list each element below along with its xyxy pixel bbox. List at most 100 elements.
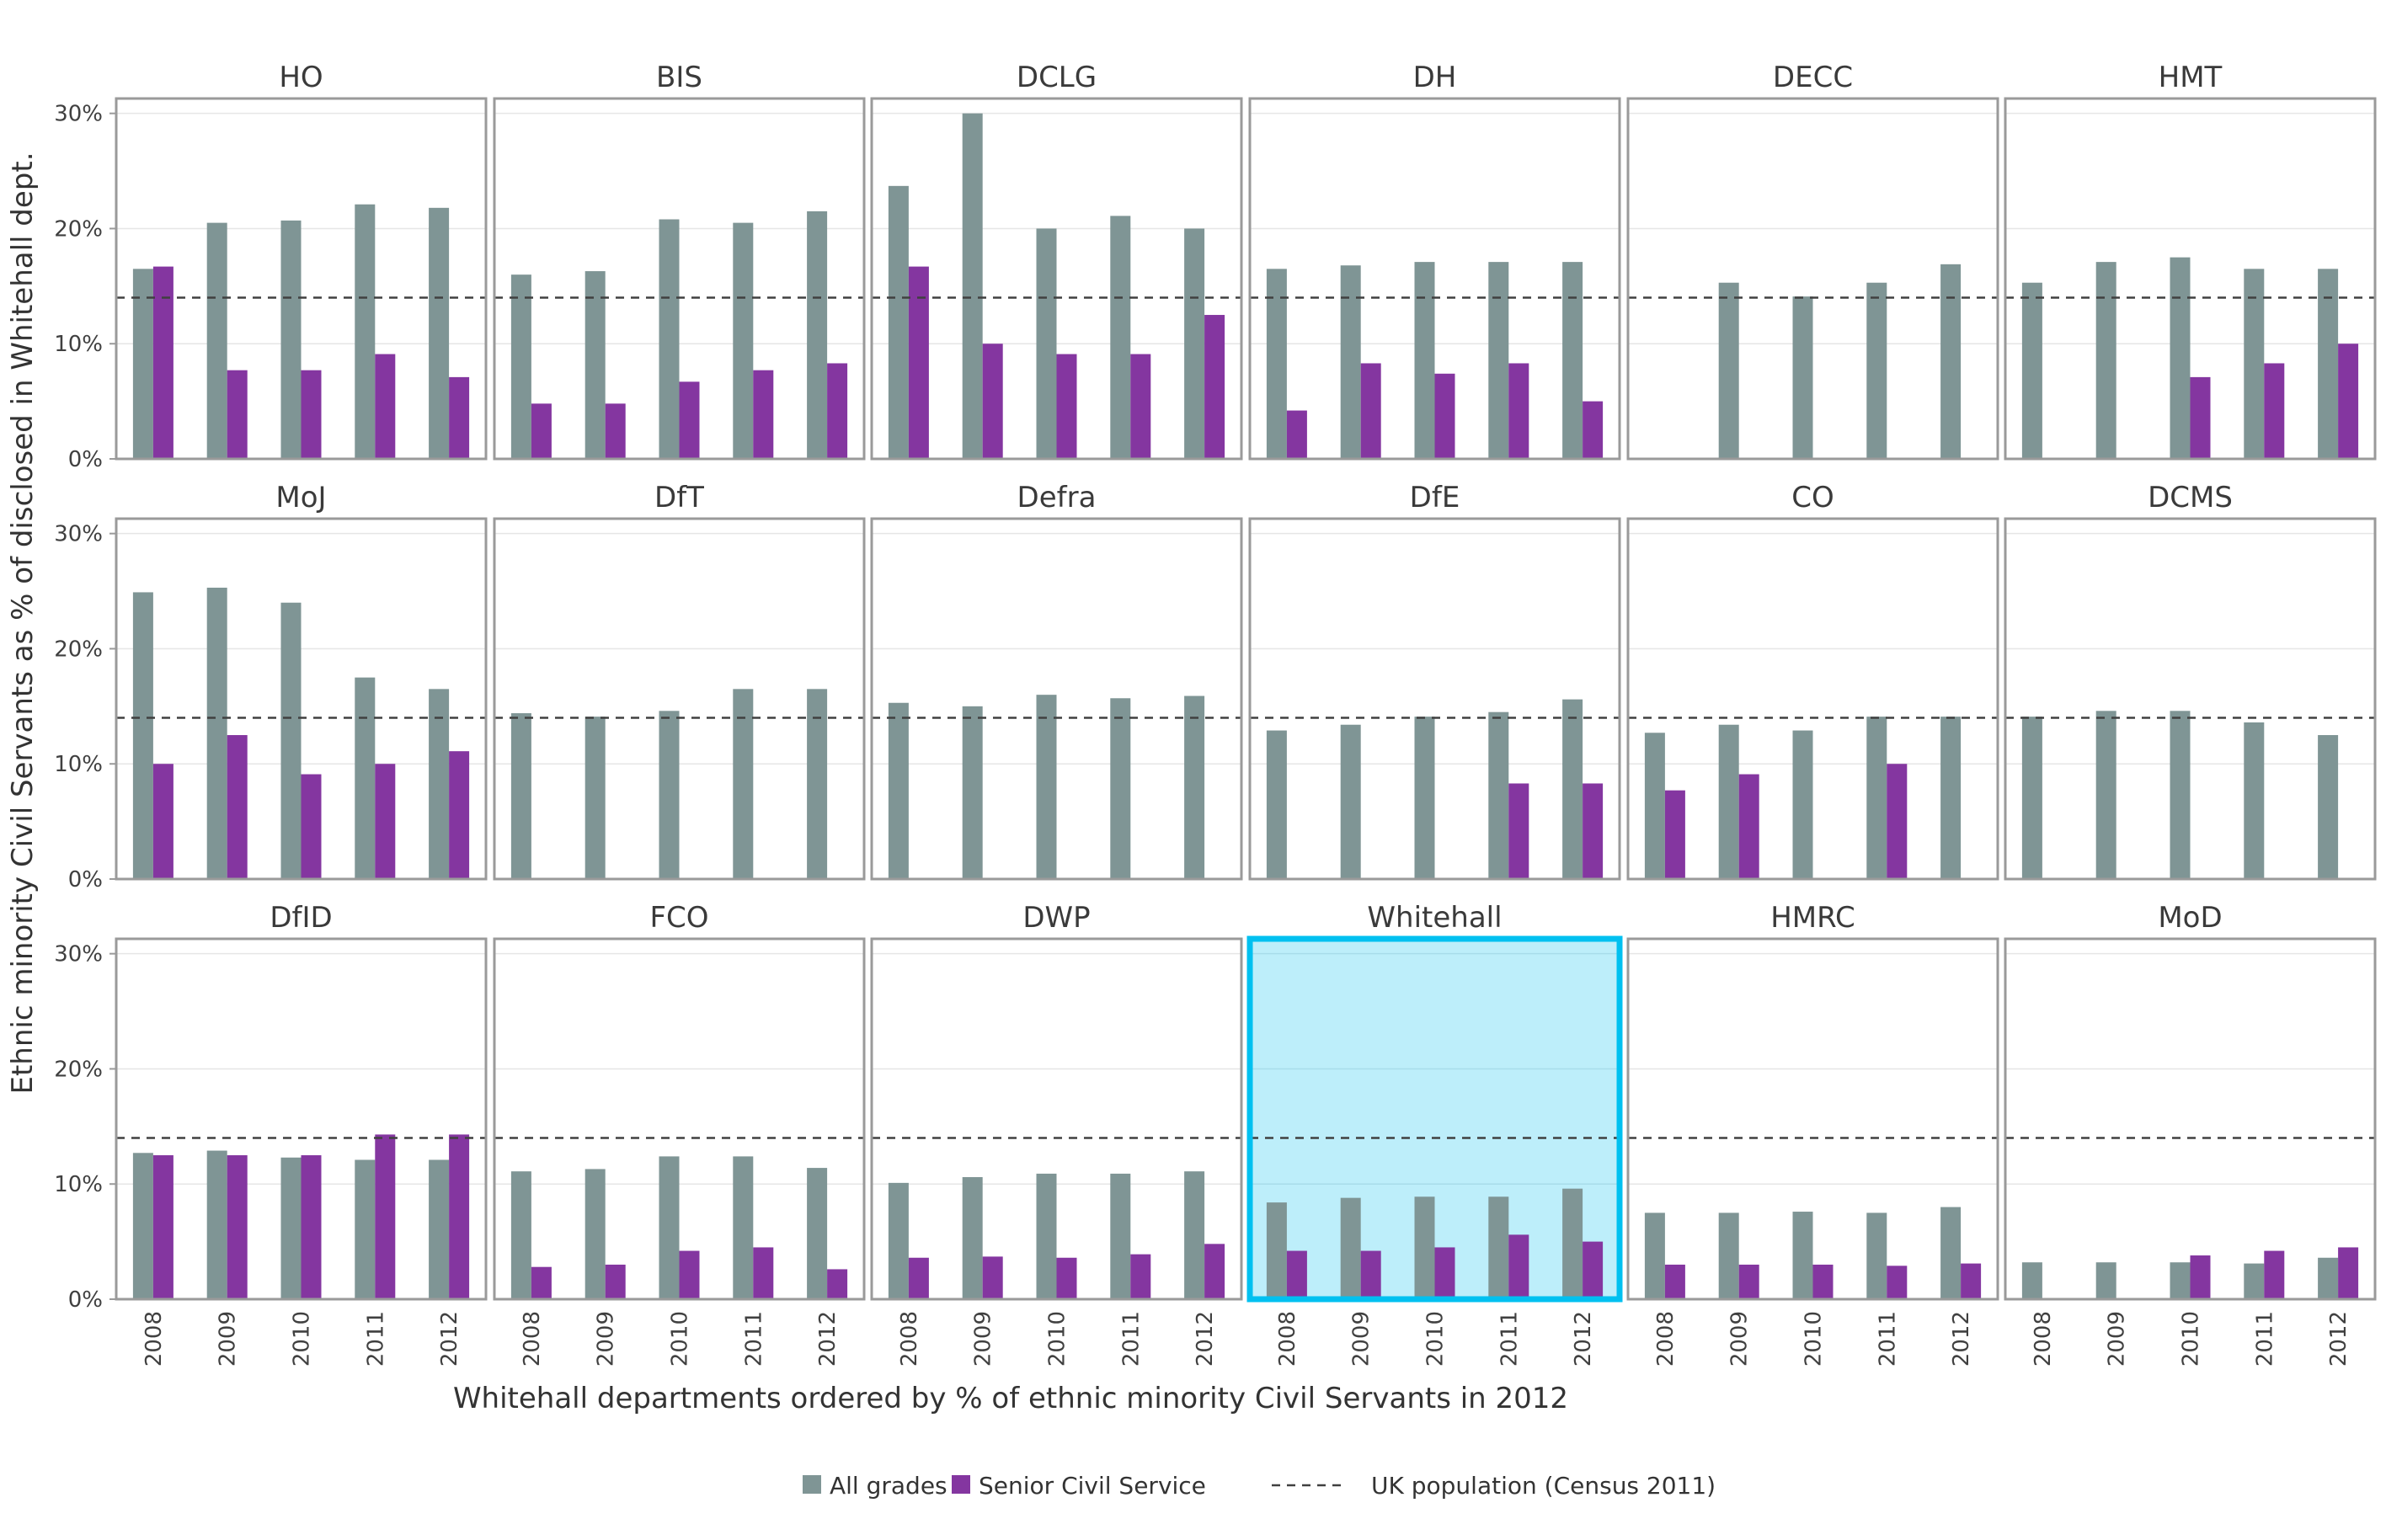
bar-all-grades-defra-2008 <box>888 702 909 879</box>
bar-senior-co-2008 <box>1664 790 1685 879</box>
bar-all-grades-dcms-2010 <box>2170 711 2191 879</box>
bar-senior-dfid-2010 <box>301 1155 322 1299</box>
bar-senior-bis-2010 <box>679 381 700 459</box>
bar-all-grades-fco-2010 <box>659 1156 680 1299</box>
panel-decc: DECC <box>1626 61 1999 461</box>
bar-all-grades-dwp-2012 <box>1184 1171 1205 1299</box>
bar-senior-dclg-2010 <box>1056 354 1077 459</box>
bar-all-grades-hmrc-2009 <box>1718 1212 1739 1299</box>
y-tick-label: 30% <box>54 102 103 127</box>
panel-title-whitehall: Whitehall <box>1367 901 1502 935</box>
panel-hmt: HMT <box>2004 61 2377 461</box>
highlight-border <box>1246 935 1623 1303</box>
panel-title-mod: MoD <box>2158 901 2222 935</box>
panel-title-co: CO <box>1791 481 1834 514</box>
panel-border <box>493 937 866 1301</box>
bar-senior-moj-2011 <box>375 764 396 879</box>
x-tick-label: 2011 <box>1875 1311 1900 1367</box>
panel-dcms: DCMS <box>2004 481 2377 881</box>
panel-border <box>1248 517 1621 881</box>
panel-border <box>870 97 1243 461</box>
panel-dh: DH <box>1248 61 1621 461</box>
bar-all-grades-co-2008 <box>1644 733 1665 879</box>
panel-hmrc: HMRC <box>1626 901 1999 1301</box>
bar-senior-dh-2010 <box>1434 373 1455 459</box>
bar-all-grades-hmrc-2011 <box>1866 1212 1887 1299</box>
bar-senior-dfe-2012 <box>1583 783 1604 879</box>
x-tick-label: 2009 <box>1349 1311 1374 1367</box>
panel-border <box>1248 97 1621 461</box>
panel-bis: BIS <box>493 61 866 461</box>
bar-senior-ho-2011 <box>375 354 396 459</box>
bar-senior-bis-2009 <box>605 403 626 459</box>
bar-all-grades-dfe-2009 <box>1340 724 1361 879</box>
bar-all-grades-co-2010 <box>1792 730 1813 879</box>
legend-label-senior-civil-service: Senior Civil Service <box>979 1472 1206 1500</box>
x-tick-label: 2011 <box>1497 1311 1522 1367</box>
bar-all-grades-co-2011 <box>1866 717 1887 879</box>
bar-all-grades-dcms-2012 <box>2318 735 2339 879</box>
bar-senior-dh-2011 <box>1508 363 1529 459</box>
bar-senior-bis-2008 <box>531 403 552 459</box>
panel-border <box>2004 517 2377 881</box>
bar-all-grades-dfe-2010 <box>1414 717 1435 879</box>
x-tick-label: 2012 <box>1193 1311 1218 1367</box>
x-axis-title: Whitehall departments ordered by % of et… <box>453 1382 1568 1415</box>
bar-all-grades-dfid-2010 <box>280 1157 302 1299</box>
panel-title-dft: DfT <box>654 481 704 514</box>
panel-border <box>1626 97 1999 461</box>
bar-all-grades-dcms-2009 <box>2095 711 2116 879</box>
bar-all-grades-dwp-2009 <box>962 1177 983 1299</box>
x-tick-label: 2011 <box>2252 1311 2277 1367</box>
legend-swatch-all-grades <box>803 1475 821 1494</box>
bar-all-grades-moj-2012 <box>429 689 450 879</box>
bar-all-grades-dclg-2010 <box>1036 228 1057 459</box>
bar-senior-ho-2012 <box>449 376 470 459</box>
bar-senior-dwp-2011 <box>1130 1254 1151 1299</box>
bar-senior-hmt-2012 <box>2338 344 2359 459</box>
bar-all-grades-dft-2009 <box>584 717 606 879</box>
bar-all-grades-bis-2011 <box>733 222 754 459</box>
panel-ho: HO <box>115 61 488 461</box>
bar-senior-ho-2010 <box>301 370 322 459</box>
bar-all-grades-moj-2008 <box>132 592 153 879</box>
y-tick-label: 10% <box>54 332 103 357</box>
panel-co: CO <box>1626 481 1999 881</box>
bar-senior-co-2011 <box>1887 764 1908 879</box>
panel-title-bis: BIS <box>656 61 702 94</box>
bar-all-grades-dwp-2011 <box>1110 1173 1131 1299</box>
bar-all-grades-hmrc-2010 <box>1792 1212 1813 1299</box>
y-tick-label: 30% <box>54 522 103 547</box>
bar-senior-mod-2011 <box>2264 1250 2285 1299</box>
bar-senior-dwp-2010 <box>1056 1257 1077 1299</box>
panel-border <box>2004 937 2377 1301</box>
x-tick-label: 2010 <box>1802 1311 1827 1367</box>
panel-dclg: DCLG <box>870 61 1243 461</box>
panel-border <box>493 517 866 881</box>
bar-all-grades-bis-2010 <box>659 219 680 459</box>
bar-all-grades-moj-2009 <box>206 587 227 879</box>
x-tick-label: 2012 <box>437 1311 462 1367</box>
bar-senior-mod-2012 <box>2338 1247 2359 1299</box>
bar-senior-dfid-2008 <box>152 1155 173 1299</box>
bar-senior-dh-2009 <box>1360 363 1381 459</box>
bar-all-grades-dfid-2009 <box>206 1150 227 1299</box>
bar-senior-whitehall-2008 <box>1286 1250 1307 1299</box>
panel-title-defra: Defra <box>1017 481 1097 514</box>
bar-all-grades-co-2012 <box>1940 717 1962 879</box>
legend-label-all-grades: All grades <box>830 1472 947 1500</box>
bar-senior-dwp-2009 <box>982 1256 1003 1299</box>
bar-all-grades-dfid-2008 <box>132 1153 153 1299</box>
bar-all-grades-dft-2010 <box>659 711 680 879</box>
y-axis-ticks: 0% 10% 20% 30% 0% 10% 20% 30% 0% 10% 20% 30% <box>54 102 116 1313</box>
x-tick-label: 2009 <box>971 1311 996 1367</box>
bar-senior-hmrc-2010 <box>1812 1264 1834 1299</box>
panel-dft: DfT <box>493 481 866 881</box>
bar-all-grades-dcms-2008 <box>2021 717 2042 879</box>
x-tick-label: 2009 <box>1727 1311 1753 1367</box>
bar-all-grades-dcms-2011 <box>2244 722 2265 879</box>
bar-all-grades-fco-2011 <box>733 1156 754 1299</box>
bar-all-grades-ho-2010 <box>280 220 302 459</box>
bar-all-grades-bis-2012 <box>807 210 828 459</box>
bar-senior-whitehall-2012 <box>1583 1241 1604 1299</box>
